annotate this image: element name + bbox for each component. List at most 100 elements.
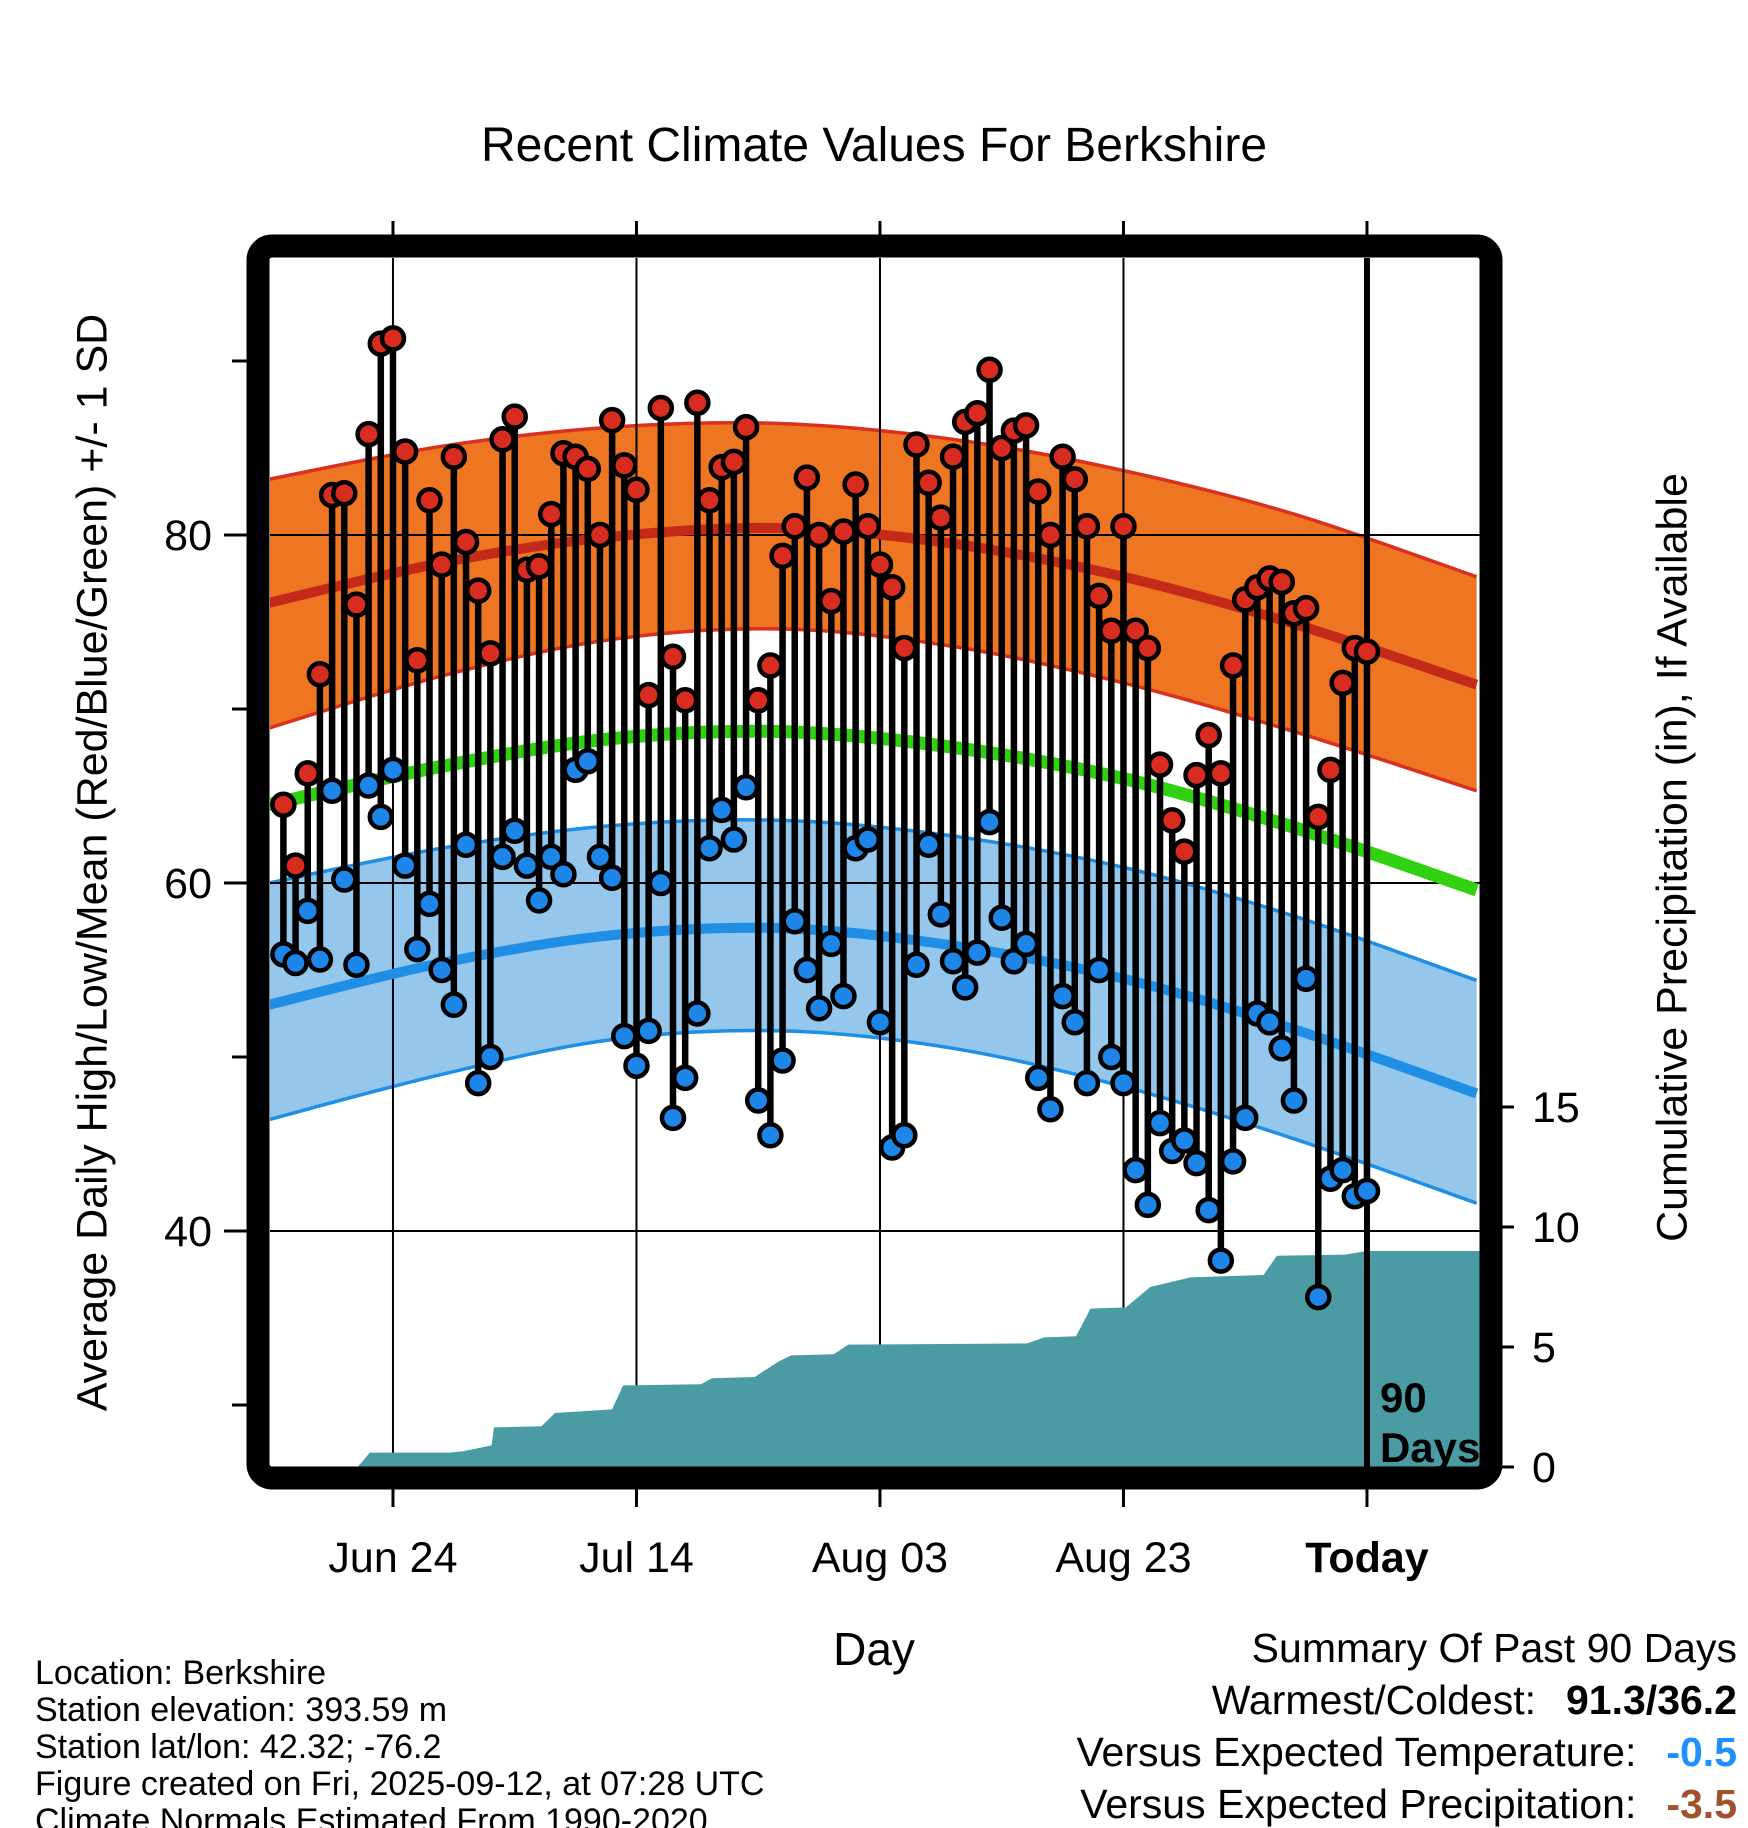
daily-stem-group bbox=[866, 551, 894, 1036]
daily-stem-group bbox=[1025, 478, 1052, 1092]
high-dot bbox=[781, 513, 808, 540]
high-dot bbox=[1207, 760, 1235, 787]
high-dot bbox=[270, 791, 297, 818]
x-tick-label: Jul 14 bbox=[579, 1534, 694, 1582]
high-dot bbox=[1073, 513, 1101, 540]
y-right-tick-label: 10 bbox=[1532, 1204, 1580, 1252]
high-dot bbox=[1171, 838, 1198, 865]
low-dot bbox=[574, 747, 602, 775]
high-dot bbox=[1219, 652, 1247, 679]
low-dot bbox=[331, 866, 358, 893]
station-info-line: Station elevation: 393.59 m bbox=[35, 1691, 448, 1729]
low-dot bbox=[294, 897, 321, 925]
low-dot bbox=[647, 869, 675, 897]
high-dot bbox=[355, 420, 382, 448]
high-dot bbox=[939, 443, 967, 470]
high-dot bbox=[379, 325, 407, 352]
high-normal-band-fill bbox=[270, 422, 1477, 791]
high-dot bbox=[671, 687, 699, 714]
low-dot bbox=[1000, 948, 1028, 975]
low-dot bbox=[781, 908, 808, 935]
low-dot bbox=[1012, 930, 1040, 958]
high-dot bbox=[1305, 803, 1332, 831]
high-dot bbox=[1012, 412, 1040, 439]
high-dot bbox=[805, 521, 833, 549]
low-dot bbox=[671, 1064, 699, 1092]
high-dot bbox=[854, 513, 882, 540]
daily-stem-group bbox=[501, 403, 528, 845]
low-dot bbox=[976, 808, 1003, 836]
high-dot bbox=[1195, 721, 1222, 749]
high-dot bbox=[1146, 751, 1174, 778]
daily-stem-group bbox=[294, 760, 321, 925]
y-axis-label-left: Average Daily High/Low/Mean (Red/Blue/Gr… bbox=[68, 313, 117, 1412]
high-dot bbox=[830, 518, 857, 545]
y-right-tick-label: 15 bbox=[1532, 1084, 1580, 1132]
low-dot bbox=[464, 1069, 492, 1097]
high-dot bbox=[1098, 617, 1125, 644]
low-dot bbox=[550, 861, 577, 888]
ninety-days-label-line2: Days bbox=[1380, 1424, 1480, 1471]
daily-stem-group bbox=[964, 399, 991, 966]
high-dot bbox=[927, 504, 955, 531]
low-dot bbox=[1134, 1191, 1162, 1219]
low-dot bbox=[793, 956, 821, 984]
station-info-line: Figure created on Fri, 2025-09-12, at 07… bbox=[35, 1765, 765, 1803]
y-left-tick-label: 60 bbox=[164, 860, 212, 908]
low-dot bbox=[1268, 1035, 1295, 1062]
daily-stem-group bbox=[623, 476, 650, 1079]
high-dot bbox=[440, 443, 468, 470]
low-dot bbox=[1183, 1149, 1210, 1177]
high-dot bbox=[1317, 756, 1344, 784]
low-dot bbox=[732, 774, 760, 801]
high-dot bbox=[915, 469, 942, 497]
high-dot bbox=[757, 652, 784, 679]
low-dot bbox=[367, 803, 395, 831]
low-dot bbox=[866, 1008, 894, 1036]
low-dot bbox=[744, 1087, 772, 1114]
daily-stem-group bbox=[1073, 513, 1101, 1097]
high-dot bbox=[525, 553, 553, 580]
high-dot bbox=[416, 486, 443, 514]
high-dot bbox=[404, 647, 431, 674]
low-dot bbox=[915, 831, 942, 858]
low-dot bbox=[854, 826, 882, 853]
summary-block: Summary Of Past 90 Days Warmest/Coldest:… bbox=[1076, 1622, 1737, 1828]
low-dot bbox=[611, 1022, 638, 1050]
low-dot bbox=[379, 756, 407, 784]
high-dot bbox=[793, 464, 821, 491]
plot-frame bbox=[246, 234, 1503, 1490]
summary-row-vs-precipitation: Versus Expected Precipitation: -3.5 bbox=[1076, 1778, 1737, 1828]
plot-frame-layer bbox=[246, 234, 1503, 1490]
high-dot bbox=[744, 687, 772, 714]
daily-stem-group bbox=[939, 443, 967, 975]
y-left-tick-label: 40 bbox=[164, 1208, 212, 1256]
high-dot bbox=[1037, 521, 1064, 549]
high-dot bbox=[1085, 582, 1113, 610]
daily-stem-group bbox=[781, 513, 808, 935]
daily-stem-group bbox=[1231, 586, 1259, 1132]
high-dot bbox=[1292, 594, 1320, 622]
precipitation-layer bbox=[357, 1251, 1480, 1467]
low-dot bbox=[659, 1104, 687, 1132]
low-dot bbox=[1353, 1177, 1381, 1205]
low-dot bbox=[757, 1122, 784, 1149]
low-dot bbox=[1110, 1069, 1137, 1097]
daily-stem-group bbox=[659, 643, 687, 1132]
low-dot bbox=[1037, 1095, 1064, 1123]
x-tick-label: Aug 23 bbox=[1055, 1534, 1191, 1582]
chart-title: Recent Climate Values For Berkshire bbox=[480, 119, 1268, 172]
high-dot bbox=[1158, 807, 1186, 834]
low-dot bbox=[696, 834, 723, 862]
summary-title: Summary Of Past 90 Days bbox=[1251, 1625, 1737, 1671]
low-dot bbox=[355, 772, 382, 799]
station-info: Location: Berkshire Station elevation: 3… bbox=[35, 1655, 765, 1828]
high-dot bbox=[818, 587, 845, 615]
high-dot bbox=[1329, 669, 1356, 697]
high-dot bbox=[611, 452, 638, 479]
high-dot bbox=[647, 394, 675, 422]
x-axis-label: Day bbox=[833, 1623, 915, 1675]
low-dot bbox=[927, 901, 955, 928]
